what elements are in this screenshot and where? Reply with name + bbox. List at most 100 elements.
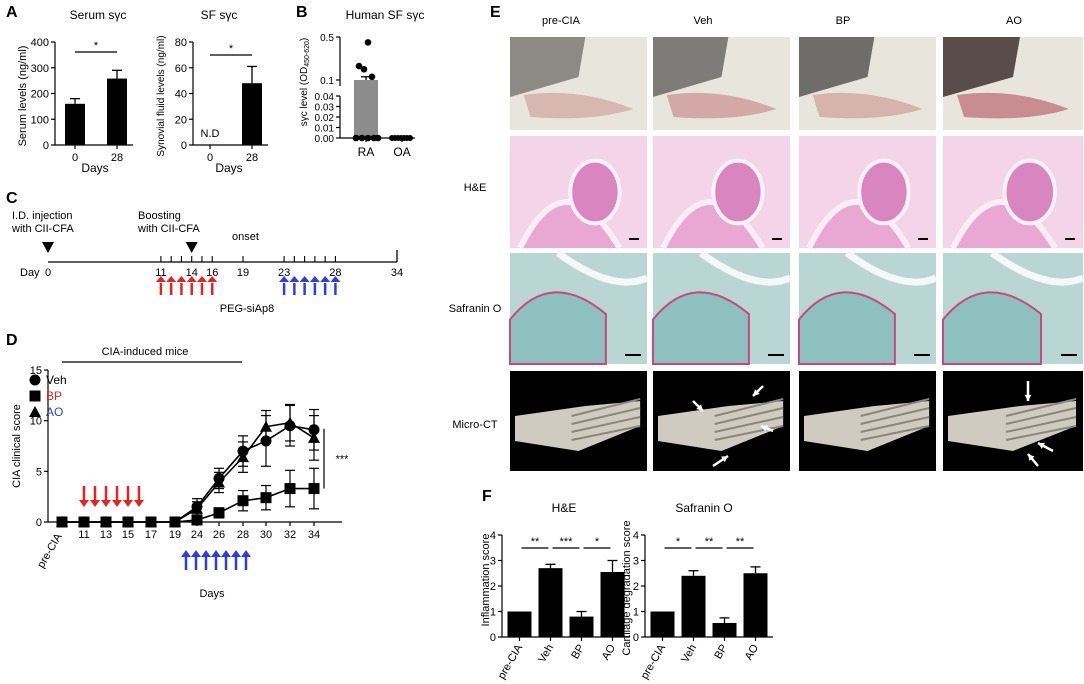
serum-y-tick-label: 100 xyxy=(31,114,49,126)
human-sf-bar-ra xyxy=(354,80,378,138)
red-dose-arrowhead xyxy=(186,276,197,282)
cia-x-tick-label: 13 xyxy=(100,529,112,541)
cia-point-bp xyxy=(260,492,272,504)
ct-lesion-arrowhead xyxy=(753,389,760,396)
ct-digit xyxy=(714,425,784,441)
panel-e: E pre-CIA Veh BP AO H&E Safranin O Micro… xyxy=(449,4,1084,471)
safranin-y-tick-label: 1 xyxy=(633,607,639,619)
ct-lesion-arrowhead xyxy=(696,404,703,411)
panel-a: A Serum sγc Serum levels (ng/ml) 0100200… xyxy=(6,4,268,175)
injection-label-1: I.D. injection xyxy=(12,210,73,222)
he-sig-label: * xyxy=(595,536,600,548)
cia-x-tick-label: 30 xyxy=(260,529,272,541)
panel-d: D CIA-induced mice CIA clinical score 0 5… xyxy=(6,332,349,600)
serum-x-tick-label: 28 xyxy=(111,152,123,164)
cia-legend: Veh BP AO xyxy=(29,373,67,419)
he-x-tick-label: Veh xyxy=(536,643,556,665)
human-sf-y-tick-label: 0.04 xyxy=(315,92,335,103)
he-tissue xyxy=(806,199,912,250)
sf-x-tick-label: 28 xyxy=(246,152,258,164)
legend-label-bp: BP xyxy=(46,389,62,403)
boost-label-1: Boosting xyxy=(138,210,181,222)
timeline-tick-label: 28 xyxy=(329,267,341,279)
cia-x-tick-label: 24 xyxy=(191,529,203,541)
human-sf-x-tick-label: OA xyxy=(393,145,410,159)
safranin-y-tick-label: 2 xyxy=(633,581,639,593)
serum-sig-label: * xyxy=(94,40,99,52)
saf-joint-space xyxy=(698,250,792,286)
timeline-tick-label: 23 xyxy=(278,267,290,279)
safranin-y-tick-label: 0 xyxy=(633,632,639,644)
serum-y-tick-label: 300 xyxy=(31,63,49,75)
image-paw-3 xyxy=(943,37,1083,130)
he-y-tick-label: 4 xyxy=(490,530,496,542)
he-bone xyxy=(711,158,765,226)
cia-x-tick-label: pre-CIA xyxy=(35,531,65,570)
ct-digit xyxy=(1005,416,1077,433)
red-dose-arrowhead xyxy=(207,276,218,282)
saf-cartilage xyxy=(798,291,896,365)
sf-nd-label: N.D xyxy=(201,128,220,140)
paw-fur xyxy=(799,37,875,97)
panel-b-letter: B xyxy=(296,4,308,21)
cia-red-arrowhead xyxy=(79,500,89,507)
ct-digit xyxy=(714,407,784,425)
image-he-3 xyxy=(943,136,1083,250)
injection-marker xyxy=(185,242,198,253)
he-title: H&E xyxy=(552,501,577,515)
cia-blue-arrowhead xyxy=(241,550,251,557)
cia-point-ao xyxy=(122,516,134,527)
cia-series-line-bp xyxy=(62,487,314,523)
he-bar xyxy=(569,616,594,637)
paw-fur xyxy=(943,37,1020,97)
he-y-tick-label: 2 xyxy=(490,581,496,593)
sf-y-tick-label: 0 xyxy=(181,140,187,152)
human-sf-point-ra xyxy=(360,65,368,73)
he-tissue xyxy=(660,199,766,250)
cia-x-tick-label: 26 xyxy=(213,529,225,541)
ct-lesion-arrowhead xyxy=(721,456,728,463)
ct-digit xyxy=(860,416,930,433)
cia-point-ao xyxy=(308,431,320,443)
panel-d-letter: D xyxy=(6,332,18,349)
cia-point-bp xyxy=(213,507,225,519)
legend-label-veh: Veh xyxy=(46,373,67,387)
human-sf-point-ra xyxy=(368,73,376,81)
cia-point-ao xyxy=(145,516,157,527)
paw-fur xyxy=(510,37,586,97)
serum-axes: 0 100 200 300 400 0 28 * xyxy=(31,37,133,164)
image-saf-1 xyxy=(652,250,792,365)
safranin-bar xyxy=(712,622,737,637)
row-label-safranin: Safranin O xyxy=(449,303,502,315)
row-label-he: H&E xyxy=(464,182,487,194)
safranin-y-tick-label: 3 xyxy=(633,556,639,568)
he-x-tick-label: BP xyxy=(569,643,587,662)
serum-y-tick-label: 0 xyxy=(43,140,49,152)
cia-red-arrowhead xyxy=(134,500,144,507)
human-sf-y-tick-label: 0.1 xyxy=(320,76,334,87)
cia-bar-label: CIA-induced mice xyxy=(102,346,189,358)
scale-bar xyxy=(1065,238,1075,240)
image-paw-2 xyxy=(799,37,936,130)
cia-blue-arrowhead xyxy=(201,550,211,557)
blue-dose-arrowhead xyxy=(309,276,320,282)
cia-point-bp xyxy=(237,495,249,507)
saf-joint-space xyxy=(555,250,649,286)
cia-y-tick-label: 10 xyxy=(30,416,42,428)
scale-bar xyxy=(629,238,639,240)
panel-c: C I.D. injection with CII-CFA Boosting w… xyxy=(6,190,403,315)
scale-bar xyxy=(1061,354,1077,356)
paw-foot xyxy=(957,92,1069,119)
ct-digit xyxy=(860,398,930,417)
safranin-sig-label: ** xyxy=(705,536,714,548)
col-header-veh: Veh xyxy=(694,15,713,27)
cia-point-ao xyxy=(237,451,249,463)
safranin-bar xyxy=(650,611,675,637)
cia-point-ao xyxy=(284,416,296,428)
boost-label-2: with CII-CFA xyxy=(137,223,200,235)
he-bone xyxy=(857,158,911,226)
he-sig-label: ** xyxy=(531,536,540,548)
image-grid xyxy=(509,37,1084,471)
serum-y-tick-label: 400 xyxy=(31,37,49,49)
